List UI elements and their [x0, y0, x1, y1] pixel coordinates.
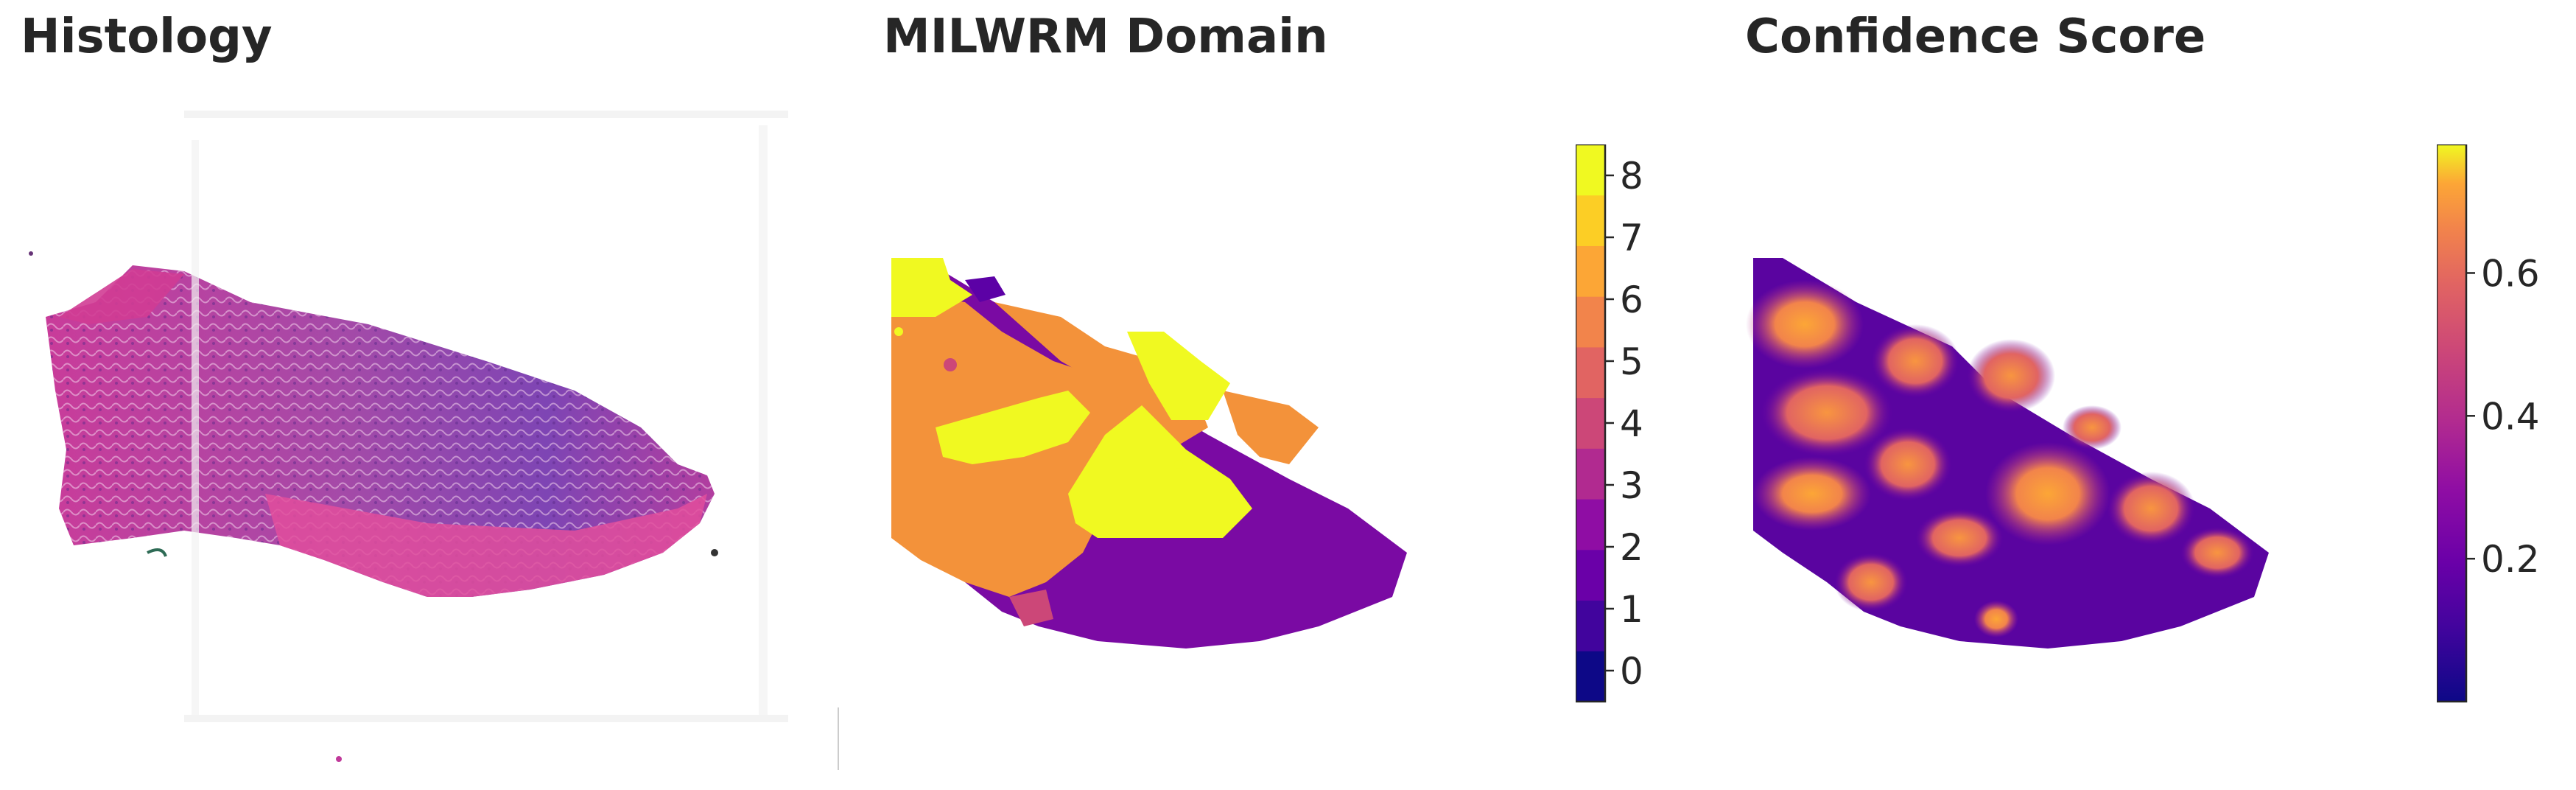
histology-title: Histology — [21, 10, 273, 64]
domain-colorbar-tick-label: 4 — [1620, 402, 1643, 445]
histology-image — [29, 111, 839, 770]
confidence-colorbar-tick-label: 0.2 — [2481, 538, 2540, 581]
confidence-title: Confidence Score — [1745, 10, 2206, 64]
domain-region-orange-upper — [994, 302, 1208, 450]
confidence-colorbar-gradient — [2437, 144, 2466, 702]
domain-colorbar-band — [1576, 346, 1605, 399]
domain-region-dark-purple — [965, 276, 1006, 302]
domain-spot-pink — [944, 358, 957, 371]
domain-colorbar-band — [1576, 397, 1605, 449]
domain-colorbar-tick-label: 3 — [1620, 464, 1643, 507]
domain-region-yellow-top — [891, 258, 972, 317]
domain-colorbar-tick-label: 7 — [1620, 217, 1643, 259]
domain-colorbar-tick-label: 5 — [1620, 340, 1643, 383]
domain-colorbar-tick-label: 0 — [1620, 650, 1643, 693]
domain-colorbar-tick-label: 8 — [1620, 155, 1643, 198]
domain-colorbar-tick-label: 6 — [1620, 279, 1643, 321]
confidence-colorbar: 0.2 0.4 0.6 — [2437, 144, 2540, 703]
domain-colorbar-band — [1576, 195, 1605, 246]
domain-colorbar-tick-label: 1 — [1620, 588, 1643, 631]
domain-spot-yellow — [894, 327, 903, 336]
confidence-colorbar-frame — [2437, 144, 2468, 703]
domain-region-yellow-mid — [936, 391, 1090, 464]
domain-title: MILWRM Domain — [883, 10, 1328, 64]
confidence-colorbar-tick-label: 0.4 — [2481, 395, 2540, 438]
domain-colorbar-band — [1576, 296, 1605, 348]
domain-map — [891, 258, 1407, 649]
domain-colorbar-band — [1576, 651, 1605, 702]
domain-colorbar-band — [1576, 499, 1605, 550]
confidence-colorbar-tick-label: 0.6 — [2481, 252, 2540, 295]
domain-spot-yellow-2 — [1174, 460, 1183, 469]
domain-region-yellow-right — [1127, 332, 1230, 420]
domain-region-yellow-center — [1068, 405, 1252, 538]
domain-colorbar-band — [1576, 245, 1605, 297]
domain-colorbar: 0 1 2 3 4 5 6 7 8 — [1576, 144, 1643, 703]
domain-colorbar-band — [1576, 600, 1605, 651]
domain-region-pink — [1009, 590, 1053, 626]
domain-colorbar-band — [1576, 448, 1605, 500]
domain-region-orange-right — [1223, 391, 1319, 464]
confidence-map — [1746, 258, 2269, 649]
domain-colorbar-band — [1576, 144, 1605, 196]
domain-colorbar-tick-label: 2 — [1620, 526, 1643, 569]
domain-colorbar-band — [1576, 549, 1605, 601]
